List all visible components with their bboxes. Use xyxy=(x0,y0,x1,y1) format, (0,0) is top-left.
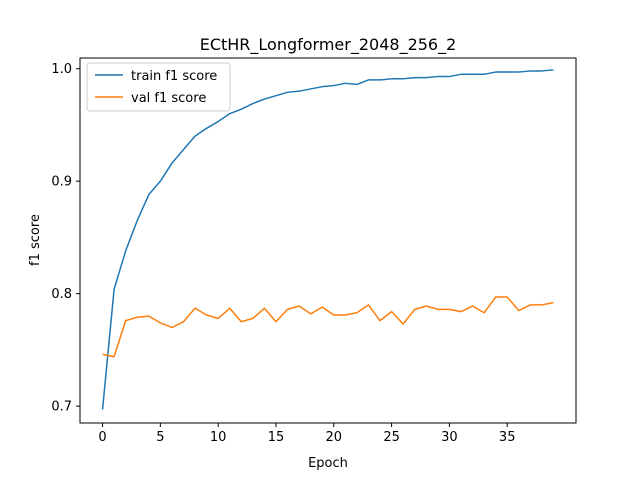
plot-frame xyxy=(79,57,577,424)
x-axis-label: Epoch xyxy=(308,456,348,471)
y-tick-label: 0.8 xyxy=(51,287,72,302)
x-tick-label: 15 xyxy=(268,430,285,445)
series-line-train xyxy=(101,69,554,410)
series-layer xyxy=(101,69,554,410)
x-tick-label: 35 xyxy=(499,430,516,445)
x-tick-label: 5 xyxy=(156,430,164,445)
y-tick-label: 0.7 xyxy=(51,400,72,415)
y-tick-label: 0.9 xyxy=(51,175,72,190)
y-axis-ticks: 0.7 0.8 0.9 1.0 xyxy=(51,62,80,415)
legend-label-val: val f1 score xyxy=(131,91,206,106)
x-tick-label: 30 xyxy=(441,430,458,445)
x-tick-label: 0 xyxy=(98,430,106,445)
legend: train f1 score val f1 score xyxy=(86,62,231,112)
x-tick-label: 20 xyxy=(326,430,343,445)
x-tick-label: 25 xyxy=(383,430,400,445)
y-tick-label: 1.0 xyxy=(51,62,72,77)
legend-label-train: train f1 score xyxy=(131,69,217,84)
x-axis-ticks: 0 5 10 15 20 25 30 35 xyxy=(98,423,515,445)
y-axis-label: f1 score xyxy=(28,214,43,266)
x-tick-label: 10 xyxy=(210,430,227,445)
chart-title: ECtHR_Longformer_2048_256_2 xyxy=(200,35,457,55)
series-line-val xyxy=(102,296,554,358)
